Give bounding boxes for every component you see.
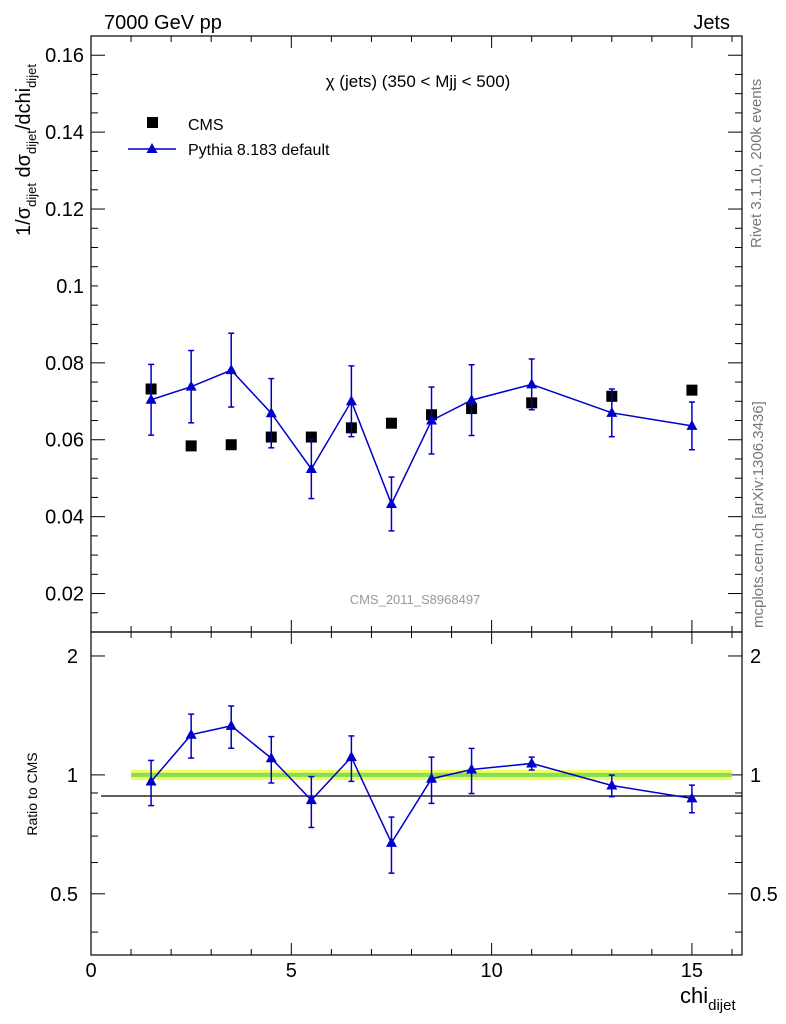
y-tick-label: 0.06 [45, 430, 84, 452]
header-right: Jets [693, 12, 730, 34]
pythia-point [265, 407, 277, 418]
y-tick-label: 0.02 [45, 584, 84, 606]
legend: CMS Pythia 8.183 default [128, 117, 330, 159]
ratio-y-tick-label-right: 2 [750, 646, 761, 668]
y-tick-label: 0.08 [45, 353, 84, 375]
y-axis-label: 1/σdijet dσdijet/dchidijet [13, 64, 39, 236]
ratio-y-tick-label: 1 [67, 765, 78, 787]
pythia-ratio-point [185, 728, 197, 739]
y-tick-label: 0.04 [45, 507, 84, 529]
pythia-point [185, 380, 197, 391]
pythia-ratio-point [606, 779, 618, 790]
pythia-point [305, 462, 317, 473]
pythia-point [345, 395, 357, 406]
pythia-ratio-point [426, 772, 438, 783]
pythia-point [606, 406, 618, 417]
legend-pythia-label: Pythia 8.183 default [188, 142, 330, 159]
pythia-point [526, 378, 538, 389]
y-tick-label: 0.14 [45, 122, 84, 144]
cms-point [185, 440, 197, 452]
pythia-point [466, 394, 478, 405]
y-tick-label: 0.1 [56, 276, 84, 298]
mcplots-label: mcplots.cern.ch [arXiv:1306.3436] [750, 401, 767, 628]
analysis-watermark: CMS_2011_S8968497 [350, 592, 481, 607]
ratio-axis-ticks: 0 5 10 15 0.5 0.5 1 1 2 2 [50, 632, 778, 982]
y-tick-label: 0.16 [45, 45, 84, 67]
pythia-ratio-point [265, 752, 277, 763]
ratio-y-tick-label-right: 1 [750, 765, 761, 787]
pythia-point [225, 364, 237, 375]
pythia-point [385, 497, 397, 508]
pythia-ratio-point [305, 794, 317, 805]
pythia-ratio-point [225, 719, 237, 730]
x-tick-label: 5 [286, 960, 297, 982]
pythia-ratio-line [150, 725, 693, 845]
pythia-ratio-point [385, 836, 397, 847]
pythia-point [686, 419, 698, 430]
ratio-y-tick-label: 0.5 [50, 884, 78, 906]
ratio-panel-frame [90, 631, 743, 956]
pythia-ratio-point [686, 792, 698, 803]
legend-cms-marker [147, 117, 158, 128]
cms-point [385, 417, 397, 429]
main-axis-ticks: 0.02 0.04 0.06 0.08 0.1 0.12 0.14 0.16 [45, 35, 742, 633]
pythia-line [150, 369, 693, 506]
x-tick-label: 10 [480, 960, 502, 982]
cms-point [225, 439, 237, 451]
cms-point [305, 431, 317, 443]
pythia-ratio-point [145, 775, 157, 786]
ratio-data-layer [145, 705, 698, 874]
pythia-point [426, 414, 438, 425]
pythia-ratio-point [466, 763, 478, 774]
ratio-y-tick-label: 2 [67, 646, 78, 668]
header-left: 7000 GeV pp [104, 12, 222, 34]
legend-pythia-marker [146, 143, 158, 153]
ratio-y-axis-label: Ratio to CMS [24, 752, 40, 835]
legend-cms-label: CMS [188, 117, 224, 134]
plot-title: χ (jets) (350 < Mjj < 500) [326, 72, 511, 91]
pythia-point [145, 393, 157, 404]
pythia-ratio-point [345, 751, 357, 762]
x-tick-label: 0 [85, 960, 96, 982]
y-tick-label: 0.12 [45, 199, 84, 221]
x-tick-label: 15 [681, 960, 703, 982]
rivet-version-label: Rivet 3.1.10, 200k events [748, 79, 765, 248]
pythia-ratio-point [526, 757, 538, 768]
main-data-layer [145, 332, 698, 532]
cms-point [686, 384, 698, 396]
ratio-y-tick-label-right: 0.5 [750, 884, 778, 906]
x-axis-label: chidijet [680, 983, 736, 1014]
